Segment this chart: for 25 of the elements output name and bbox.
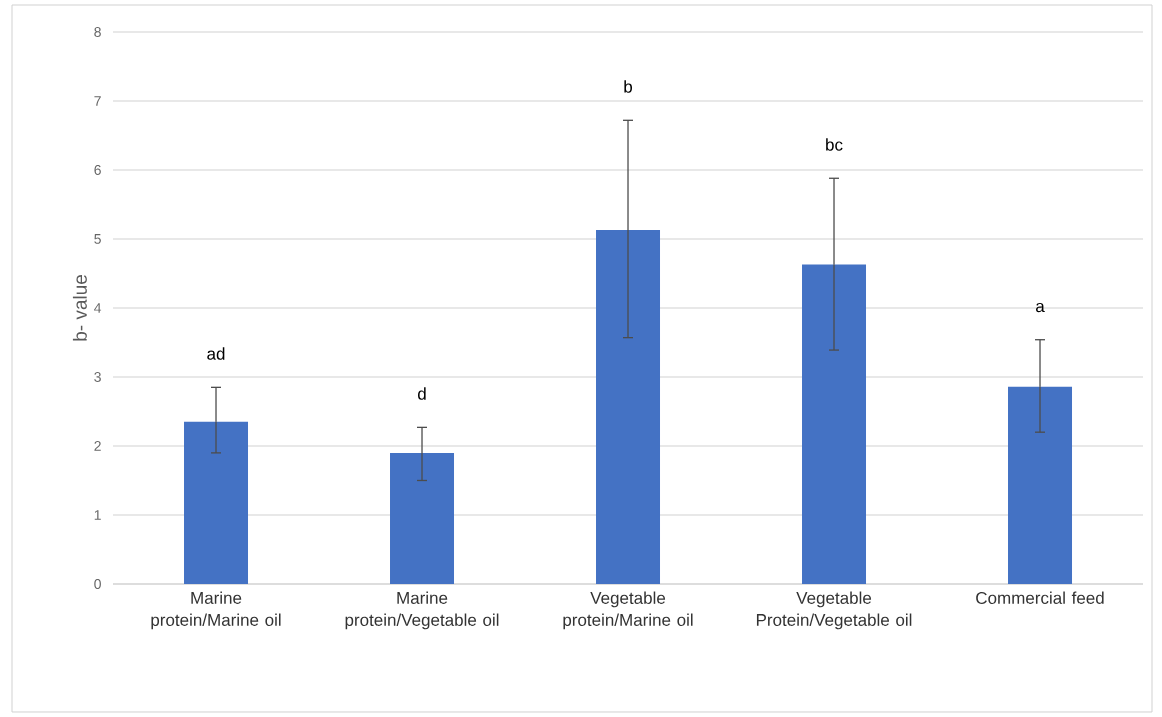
y-tick-label: 3 xyxy=(94,372,101,382)
x-tick-label: Vegetable Protein/Vegetable oil xyxy=(756,591,912,630)
annotation: d xyxy=(418,387,426,400)
bar xyxy=(596,230,661,584)
y-axis-title: b- value xyxy=(72,275,87,341)
x-tick-label: Marine protein/Marine oil xyxy=(151,591,281,630)
bar xyxy=(802,264,867,584)
x-tick-label: Commercial feed xyxy=(976,591,1104,604)
y-tick-label: 2 xyxy=(94,441,101,451)
y-tick-label: 8 xyxy=(94,27,101,37)
y-tick-label: 0 xyxy=(94,579,101,589)
y-tick-label: 1 xyxy=(94,510,101,520)
annotation: bc xyxy=(826,138,843,151)
x-tick-label: Marine protein/Vegetable oil xyxy=(345,591,499,630)
annotation: a xyxy=(1036,302,1045,313)
y-tick-label: 5 xyxy=(94,234,101,244)
x-tick-label: Vegetable protein/Marine oil xyxy=(563,591,693,630)
y-tick-label: 7 xyxy=(94,96,101,106)
bar xyxy=(184,421,249,584)
y-tick-label: 6 xyxy=(94,165,101,175)
bar xyxy=(390,452,455,584)
annotation: b xyxy=(624,80,633,93)
bar xyxy=(1008,386,1073,584)
annotation: ad xyxy=(207,347,225,360)
y-tick-label: 4 xyxy=(94,303,102,313)
